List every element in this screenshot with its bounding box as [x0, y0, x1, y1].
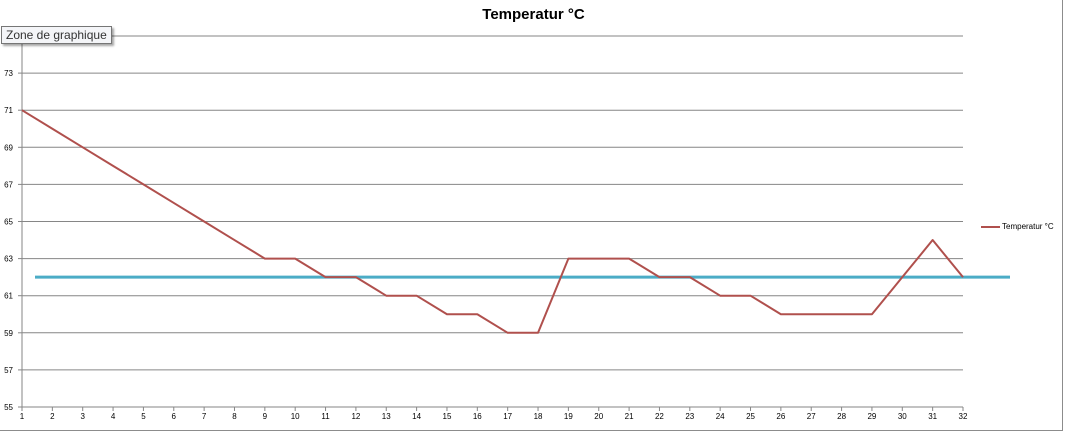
x-tick-label: 4 [111, 412, 116, 421]
series-line-temperatur [21, 109, 964, 334]
x-tick-label: 6 [172, 412, 177, 421]
x-tick-label: 24 [716, 412, 725, 421]
legend[interactable]: Temperatur °C [981, 222, 1054, 231]
tooltip: Zone de graphique [1, 26, 112, 44]
x-tick-label: 27 [807, 412, 816, 421]
x-tick-label: 19 [564, 412, 573, 421]
y-tick-label: 73 [4, 69, 13, 78]
x-tick-label: 23 [685, 412, 694, 421]
x-tick-label: 1 [20, 412, 25, 421]
x-tick-label: 28 [837, 412, 846, 421]
x-tick-label: 30 [898, 412, 907, 421]
x-tick-label: 20 [594, 412, 603, 421]
chart-title: Temperatur °C [482, 6, 585, 23]
x-tick-label: 21 [625, 412, 634, 421]
y-tick-label: 55 [4, 403, 13, 412]
x-tick-label: 14 [412, 412, 421, 421]
x-tick-label: 32 [959, 412, 968, 421]
x-tick-label: 10 [291, 412, 300, 421]
x-tick-label: 16 [473, 412, 482, 421]
y-tick-label: 65 [4, 218, 13, 227]
y-tick-label: 61 [4, 292, 13, 301]
x-tick-label: 26 [776, 412, 785, 421]
x-tick-label: 12 [351, 412, 360, 421]
y-tick-label: 67 [4, 180, 13, 189]
x-tick-label: 11 [321, 412, 330, 421]
x-tick-label: 13 [382, 412, 391, 421]
x-tick-label: 9 [263, 412, 268, 421]
legend-swatch [981, 225, 1000, 228]
x-tick-label: 7 [202, 412, 207, 421]
x-tick-label: 8 [232, 412, 237, 421]
y-tick-label: 71 [4, 106, 13, 115]
x-tick-label: 22 [655, 412, 664, 421]
y-tick-label: 57 [4, 366, 13, 375]
x-tick-label: 3 [80, 412, 85, 421]
y-tick-label: 63 [4, 255, 13, 264]
x-tick-label: 29 [867, 412, 876, 421]
x-tick-label: 18 [534, 412, 543, 421]
x-tick-label: 31 [928, 412, 937, 421]
y-tick-label: 69 [4, 143, 13, 152]
y-tick-label: 59 [4, 329, 13, 338]
legend-label: Temperatur °C [1002, 222, 1054, 231]
x-tick-label: 2 [50, 412, 55, 421]
x-tick-label: 5 [141, 412, 146, 421]
x-tick-label: 15 [443, 412, 452, 421]
x-tick-label: 17 [503, 412, 512, 421]
x-tick-label: 25 [746, 412, 755, 421]
